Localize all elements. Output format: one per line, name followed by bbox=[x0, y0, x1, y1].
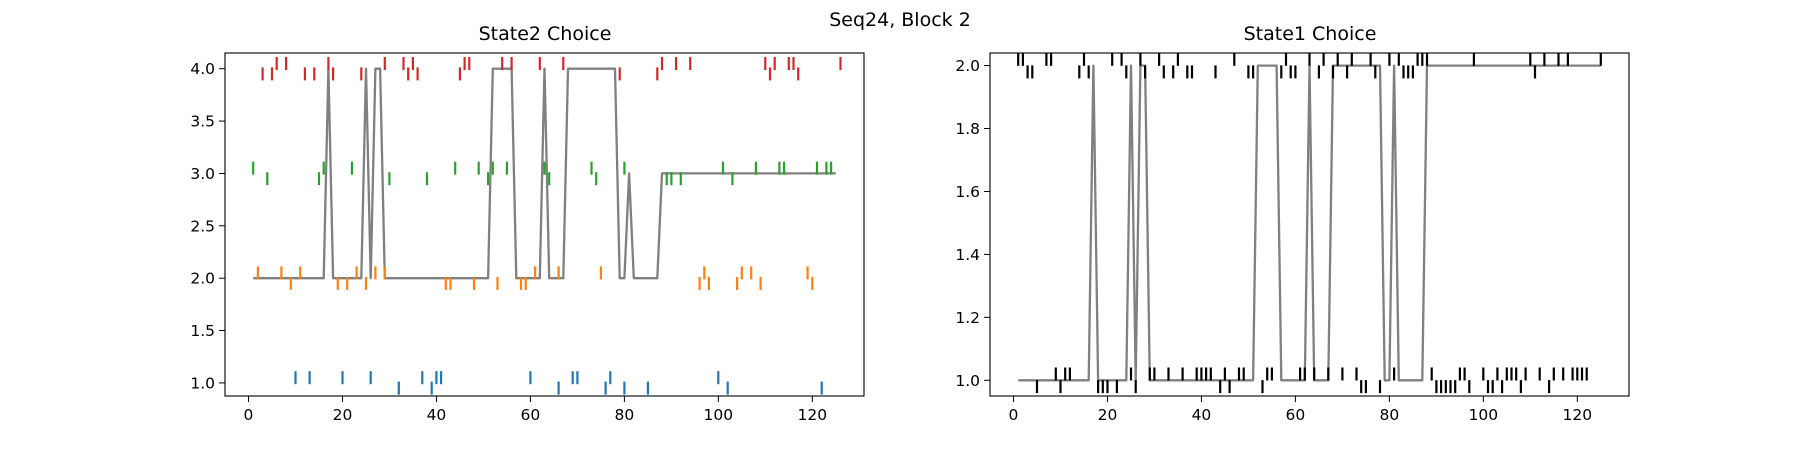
y-tick-label: 1.4 bbox=[955, 246, 980, 264]
y-tick-label: 1.8 bbox=[955, 120, 980, 138]
x-tick-label: 20 bbox=[333, 406, 353, 424]
y-tick-label: 1.5 bbox=[190, 322, 215, 340]
x-tick-label: 120 bbox=[1563, 406, 1593, 424]
y-tick-label: 3.0 bbox=[190, 165, 215, 183]
y-tick-label: 2.0 bbox=[955, 57, 980, 75]
x-tick-label: 80 bbox=[1380, 406, 1400, 424]
y-tick-label: 1.2 bbox=[955, 309, 980, 327]
trace-line bbox=[253, 67, 836, 280]
left-chart-title: State2 Choice bbox=[479, 23, 612, 45]
axes-frame bbox=[224, 52, 865, 397]
axes-frame bbox=[989, 52, 1630, 397]
y-tick-label: 1.0 bbox=[955, 372, 980, 390]
x-tick-label: 80 bbox=[615, 406, 635, 424]
y-tick-label: 1.0 bbox=[190, 374, 215, 392]
x-tick-label: 120 bbox=[798, 406, 828, 424]
right-chart-panel: 0 20 40 60 80 100 120 1.0 1.2 1.4 1.6 1.8 2.0 bbox=[955, 52, 1630, 424]
x-tick-label: 40 bbox=[1192, 406, 1212, 424]
x-tick-label: 20 bbox=[1098, 406, 1118, 424]
x-tick-label: 0 bbox=[1009, 406, 1019, 424]
left-chart-panel: 0 20 40 60 80 100 120 1.0 1.5 2.0 2.5 3.0 3.5 4.0 bbox=[190, 52, 865, 424]
trace-line bbox=[1018, 64, 1601, 382]
figure-suptitle: Seq24, Block 2 bbox=[829, 9, 971, 31]
x-tick-label: 100 bbox=[1469, 406, 1499, 424]
y-tick-label: 1.6 bbox=[955, 183, 980, 201]
x-tick-label: 100 bbox=[704, 406, 734, 424]
y-tick-label: 3.5 bbox=[190, 113, 215, 131]
y-tick-label: 2.5 bbox=[190, 217, 215, 235]
y-tick-label: 4.0 bbox=[190, 60, 215, 78]
y-tick-label: 2.0 bbox=[190, 270, 215, 288]
right-chart-title: State1 Choice bbox=[1244, 23, 1377, 45]
x-tick-label: 60 bbox=[521, 406, 541, 424]
x-tick-label: 40 bbox=[427, 406, 447, 424]
x-tick-label: 0 bbox=[244, 406, 254, 424]
x-tick-label: 60 bbox=[1286, 406, 1306, 424]
